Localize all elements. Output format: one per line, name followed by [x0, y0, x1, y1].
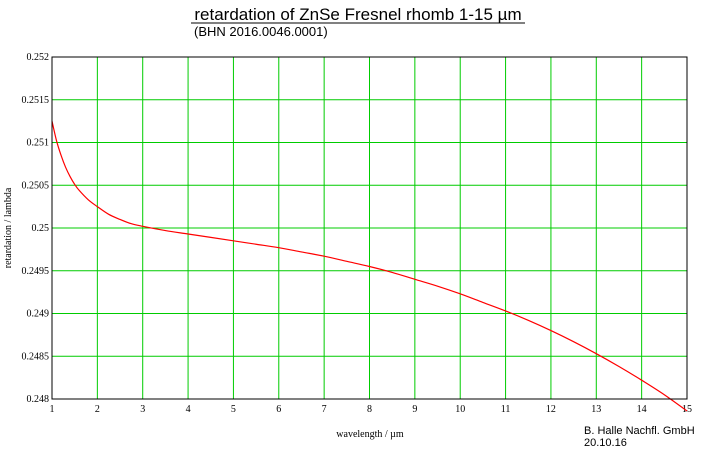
x-tick-label: 1	[50, 404, 55, 415]
retardation-curve	[51, 120, 688, 412]
x-axis-label: wavelength / µm	[336, 429, 404, 440]
x-tick-label: 9	[412, 404, 417, 415]
y-tick-label: 0.249	[27, 309, 50, 320]
y-tick-label: 0.2495	[22, 266, 50, 277]
y-tick-label: 0.2485	[22, 351, 50, 362]
x-tick-label: 11	[501, 404, 511, 415]
x-tick-label: 2	[95, 404, 100, 415]
footer-date: 20.10.16	[584, 437, 627, 449]
y-tick-labels: 0.248 0.2485 0.249 0.2495 0.25 0.2505 0.251 0.2…	[22, 52, 50, 405]
x-tick-label: 15	[682, 404, 692, 415]
x-tick-label: 13	[591, 404, 601, 415]
y-tick-label: 0.251	[27, 138, 50, 149]
x-tick-label: 4	[186, 404, 191, 415]
y-tick-label: 0.2505	[22, 180, 50, 191]
x-tick-label: 8	[367, 404, 372, 415]
chart-title: retardation of ZnSe Fresnel rhomb 1-15 µ…	[194, 5, 521, 24]
footer-company: B. Halle Nachfl. GmbH	[584, 425, 695, 437]
x-tick-label: 12	[546, 404, 556, 415]
y-tick-label: 0.248	[27, 394, 50, 405]
x-tick-label: 10	[455, 404, 465, 415]
x-tick-label: 5	[231, 404, 236, 415]
x-tick-label: 7	[322, 404, 327, 415]
x-tick-label: 6	[276, 404, 281, 415]
grid-layer	[52, 57, 687, 399]
chart-subtitle: (BHN 2016.0046.0001)	[194, 24, 328, 39]
x-tick-label: 14	[637, 404, 647, 415]
x-tick-labels: 1 2 3 4 5 6 7 8 9 10 11 12 13 14 15	[50, 404, 693, 415]
y-axis-label: retardation / lambda	[3, 187, 14, 268]
plot-frame	[51, 56, 688, 400]
y-tick-label: 0.252	[27, 52, 50, 63]
x-tick-label: 3	[140, 404, 145, 415]
y-tick-label: 0.2515	[22, 95, 50, 106]
y-tick-label: 0.25	[32, 223, 50, 234]
